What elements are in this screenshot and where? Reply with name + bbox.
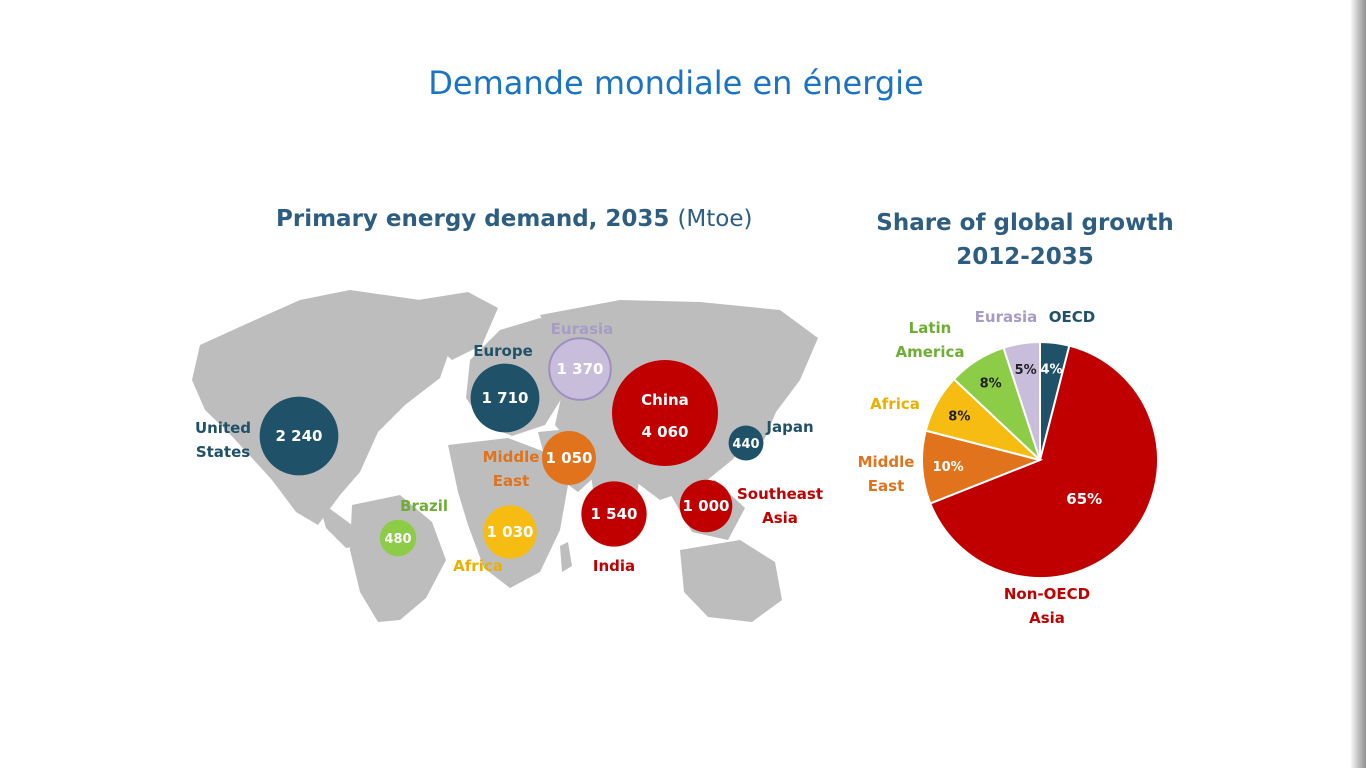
bubble-circle-africa bbox=[483, 505, 537, 559]
bubble-circle-brazil bbox=[379, 519, 417, 557]
bubble-label-middle-east-line-1: Middle bbox=[483, 448, 540, 466]
bubble-label-middle-east-line-2: East bbox=[493, 472, 529, 490]
pie-chart-title: Share of global growth 2012-2035 bbox=[860, 206, 1190, 274]
pie-slice-non-oecd-asia bbox=[928, 344, 1159, 579]
pie-label-latin-america-line-1: Latin bbox=[909, 319, 952, 337]
australia-shape bbox=[680, 540, 782, 622]
slide-title: Demande mondiale en énergie bbox=[428, 64, 924, 102]
greenland-shape bbox=[418, 292, 498, 360]
bubble-value-china: 4 060 bbox=[642, 423, 689, 441]
pie-value-africa: 8% bbox=[948, 410, 970, 425]
pie-label-non-oecd-asia-line-1: Non-OECD bbox=[1004, 585, 1090, 603]
bubble-value-europe: 1 710 bbox=[482, 389, 529, 407]
pie-value-oecd: 4% bbox=[1040, 363, 1062, 378]
bubble-africa: 1 030 Africa bbox=[453, 505, 537, 575]
pie-label-eurasia: Eurasia bbox=[975, 308, 1038, 326]
bubble-value-middle-east: 1 050 bbox=[546, 449, 593, 467]
bubble-label-eurasia: Eurasia bbox=[551, 320, 614, 338]
bubble-layer: 2 240 United States 1 710 Europe 1 370 Eurasia… bbox=[195, 320, 823, 575]
bubble-value-southeast-asia: 1 000 bbox=[683, 497, 730, 515]
bubble-value-india: 1 540 bbox=[591, 505, 638, 523]
bubble-india: 1 540 India bbox=[581, 481, 647, 575]
bubble-china: China 4 060 bbox=[612, 360, 718, 466]
bubble-value-united-states: 2 240 bbox=[276, 427, 323, 445]
bubble-united-states: 2 240 United States bbox=[195, 396, 339, 476]
pie-slice-middle-east bbox=[921, 429, 1044, 505]
bubble-brazil: 480 Brazil bbox=[379, 497, 448, 557]
bubble-circle-united-states bbox=[259, 396, 339, 476]
bubble-value-eurasia: 1 370 bbox=[557, 360, 604, 378]
bubble-circle-india bbox=[581, 481, 647, 547]
bubble-value-africa: 1 030 bbox=[487, 523, 534, 541]
bubble-middle-east: 1 050 Middle East bbox=[483, 431, 596, 490]
bubble-circle-southeast-asia bbox=[679, 479, 733, 533]
bubble-label-europe: Europe bbox=[473, 342, 533, 360]
pie-value-latin-america: 8% bbox=[980, 376, 1002, 391]
bubble-label-japan: Japan bbox=[765, 418, 813, 436]
pie-label-middle-east-line-1: Middle bbox=[858, 453, 915, 471]
bubble-circle-middle-east bbox=[542, 431, 596, 485]
bubble-southeast-asia: 1 000 Southeast Asia bbox=[679, 479, 823, 533]
pie-value-non-oecd-asia: 65% bbox=[1066, 490, 1102, 508]
japan-shape bbox=[752, 388, 776, 440]
bubble-label-africa: Africa bbox=[453, 557, 503, 575]
bubble-label-united-states-line-2: States bbox=[196, 443, 250, 461]
pie-slice-group-non-oecd-asia: 65% Non-OECD Asia bbox=[928, 344, 1159, 627]
bubble-eurasia: 1 370 Eurasia bbox=[548, 320, 614, 401]
pie-label-non-oecd-asia-line-2: Asia bbox=[1029, 609, 1065, 627]
pie-value-eurasia: 5% bbox=[1015, 363, 1037, 378]
bubble-label-india: India bbox=[593, 557, 635, 575]
map-chart-title-text: Primary energy demand, 2035 bbox=[276, 206, 670, 232]
bubble-circle-eurasia bbox=[548, 337, 612, 401]
bubble-value-brazil: 480 bbox=[384, 532, 411, 547]
bubble-label-china: China bbox=[641, 391, 689, 409]
pie-chart: 4% OECD 65% Non-OECD Asia 10% Middle East 8% Afri… bbox=[858, 308, 1159, 627]
bubble-japan: 440 Japan bbox=[728, 418, 814, 461]
bubble-label-southeast-asia-line-2: Asia bbox=[762, 509, 798, 527]
pie-value-middle-east: 10% bbox=[933, 460, 964, 475]
bubble-label-united-states-line-1: United bbox=[195, 419, 251, 437]
slide-edge-shadow bbox=[1350, 0, 1366, 768]
pie-slice-group-middle-east: 10% Middle East bbox=[858, 429, 1044, 505]
bubble-circle-japan bbox=[728, 425, 764, 461]
madagascar-shape bbox=[560, 542, 572, 572]
bubble-value-japan: 440 bbox=[732, 437, 759, 452]
pie-chart-title-line2: 2012-2035 bbox=[956, 244, 1094, 270]
pie-label-africa: Africa bbox=[870, 395, 920, 413]
bubble-europe: 1 710 Europe bbox=[470, 342, 540, 433]
pie-slice-group-eurasia: 5% Eurasia bbox=[975, 308, 1041, 461]
bubble-circle-china bbox=[612, 360, 718, 466]
map-chart-title: Primary energy demand, 2035 (Mtoe) bbox=[276, 206, 752, 232]
map-chart-unit: (Mtoe) bbox=[677, 206, 753, 232]
pie-label-oecd: OECD bbox=[1049, 308, 1095, 326]
pie-label-middle-east-line-2: East bbox=[868, 477, 904, 495]
pie-label-latin-america-line-2: America bbox=[896, 343, 965, 361]
bubble-label-southeast-asia-line-1: Southeast bbox=[737, 485, 823, 503]
bubble-label-brazil: Brazil bbox=[400, 497, 448, 515]
pie-slice-eurasia bbox=[1002, 340, 1041, 461]
pie-chart-title-line1: Share of global growth bbox=[876, 210, 1174, 236]
south-america-shape bbox=[350, 495, 446, 622]
bubble-circle-europe bbox=[470, 363, 540, 433]
